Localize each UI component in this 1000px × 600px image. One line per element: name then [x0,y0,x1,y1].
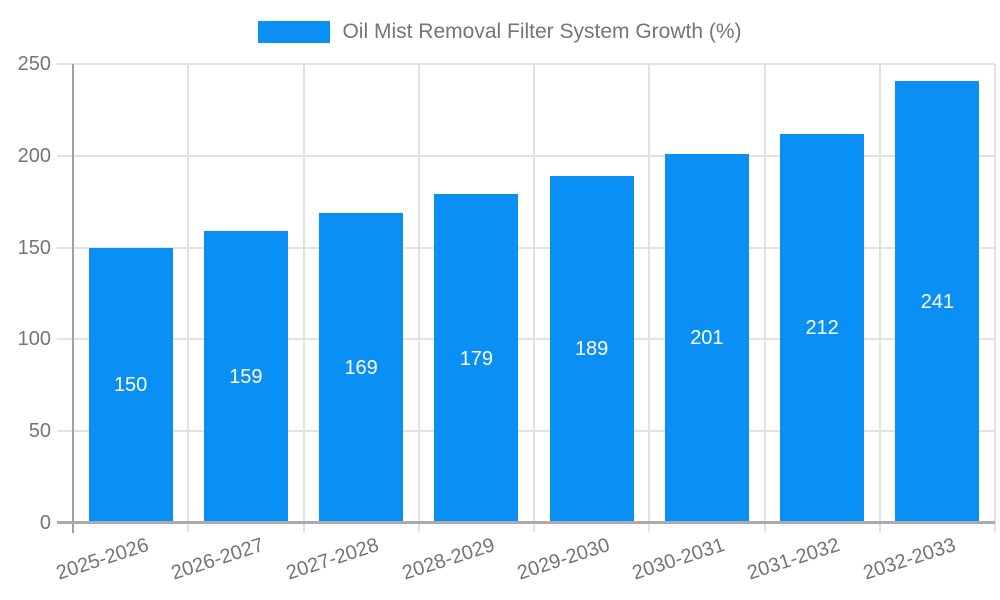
bar-value-label: 241 [920,290,955,313]
plot-area: 0 50 100 150 200 250 150 2025-2026 159 2026-2027 1… [18,53,996,584]
bar-value-label: 159 [229,366,263,389]
bar[interactable] [549,175,634,521]
legend-label[interactable]: Oil Mist Removal Filter System Growth (%… [342,20,742,43]
y-tick-label: 150 [17,236,51,259]
v-gridline [994,64,996,532]
x-tick-label: 2027-2028 [284,534,382,585]
y-gridline [57,338,995,341]
bar[interactable] [664,153,749,521]
y-tick-label: 200 [17,144,51,167]
v-gridline [533,64,535,532]
v-gridline [878,64,881,532]
y-tick-label: 50 [28,420,51,443]
v-gridline [302,64,305,532]
bar-value-label: 212 [805,317,839,340]
bar[interactable] [434,194,519,521]
y-tick-label: 250 [17,53,51,75]
x-tick-label: 2031-2032 [745,534,843,585]
x-axis-line [57,521,995,524]
y-gridline [57,246,995,249]
y-tick-label: 0 [39,512,51,534]
x-tick-label: 2032-2033 [860,534,959,585]
bar-value-label: 201 [690,327,724,350]
bar-value-label: 169 [344,356,378,379]
v-gridline [648,64,651,532]
v-gridline [417,64,420,532]
bar-value-label: 189 [574,338,609,361]
bar[interactable] [780,133,865,521]
x-tick-label: 2029-2030 [514,534,613,585]
x-tick-label: 2028-2029 [399,534,498,585]
chart-legend[interactable]: Oil Mist Removal Filter System Growth (%… [0,20,1000,44]
v-gridline [763,64,766,532]
legend-swatch[interactable] [258,21,331,43]
bar[interactable] [319,212,404,521]
y-tick-label: 100 [17,328,51,351]
x-tick-label: 2030-2031 [629,534,728,585]
v-gridline [187,64,190,532]
bar-value-label: 150 [113,374,148,397]
x-tick-label: 2026-2027 [168,534,267,585]
bar[interactable] [895,80,980,521]
bar[interactable] [203,231,288,521]
y-gridline [57,154,995,157]
y-gridline [57,63,995,65]
bar[interactable] [88,247,173,521]
y-gridline [57,430,995,433]
bar-value-label: 179 [459,347,494,370]
x-tick-label: 2025-2026 [53,534,152,585]
y-axis-line [72,64,74,533]
